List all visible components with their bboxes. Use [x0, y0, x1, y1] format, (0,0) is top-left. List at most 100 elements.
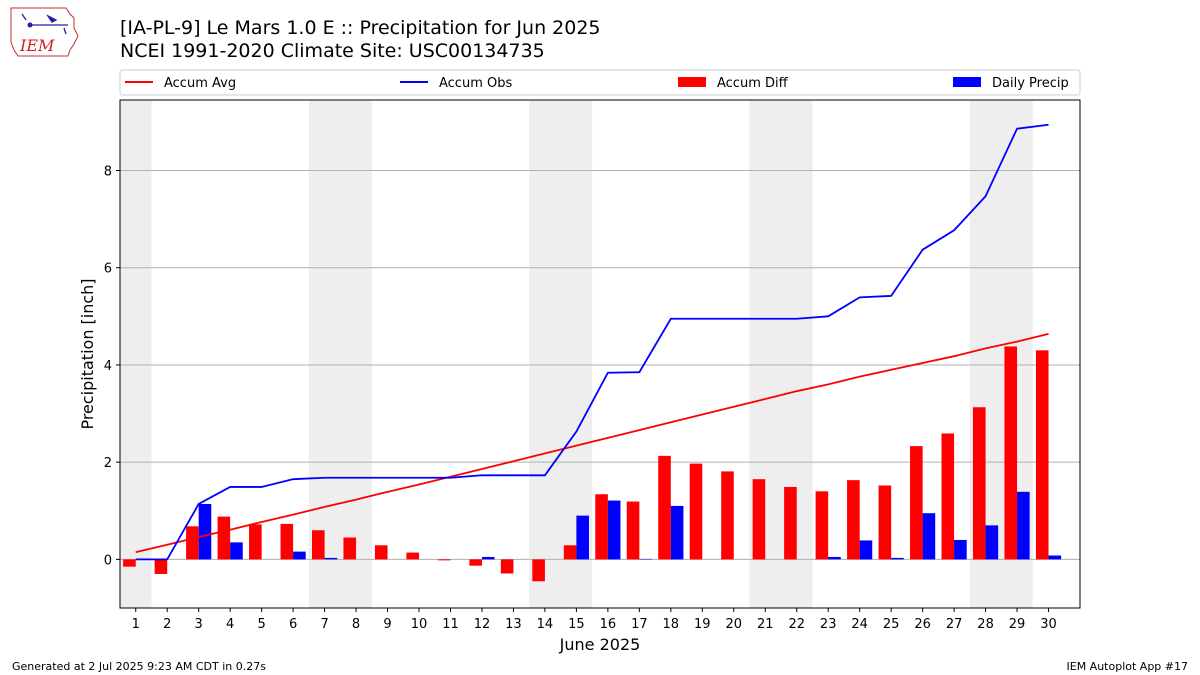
accum-diff-bar — [658, 455, 671, 560]
daily-precip-bar — [670, 505, 684, 560]
bar-series — [123, 346, 1062, 582]
daily-precip-bar — [607, 500, 621, 560]
y-tick-label: 2 — [104, 456, 112, 471]
generated-timestamp: Generated at 2 Jul 2025 9:23 AM CDT in 0… — [12, 660, 266, 673]
accum-avg-line — [135, 332, 1049, 553]
daily-precip-bar — [891, 557, 904, 560]
y-tick-label: 6 — [104, 262, 112, 277]
accum-diff-bar — [910, 446, 923, 560]
y-axis-label: Precipitation [inch] — [78, 278, 97, 429]
x-tick-label: 29 — [1009, 617, 1026, 632]
y-axis-ticks: 0 2 4 6 8 — [104, 164, 120, 568]
station-dot-icon — [27, 22, 33, 28]
accum-diff-bar — [154, 559, 168, 574]
x-tick-label: 27 — [946, 617, 963, 632]
chart-title-line-2: NCEI 1991-2020 Climate Site: USC00134735 — [120, 40, 545, 62]
app-credit: IEM Autoplot App #17 — [1066, 660, 1189, 673]
accum-obs-line — [135, 123, 1049, 561]
x-tick-label: 8 — [352, 617, 360, 632]
x-tick-label: 7 — [320, 617, 328, 632]
accum-diff-bar — [1035, 350, 1049, 560]
weekend-span — [120, 100, 152, 608]
accum-diff-bar — [752, 479, 766, 560]
x-tick-label: 25 — [883, 617, 900, 632]
x-tick-label: 6 — [289, 617, 297, 632]
daily-precip-bar — [859, 540, 873, 560]
daily-precip-bar — [230, 542, 243, 560]
x-tick-label: 26 — [914, 617, 931, 632]
x-tick-label: 30 — [1040, 617, 1057, 632]
accum-diff-bar — [123, 559, 136, 567]
accum-diff-bar — [595, 494, 608, 560]
x-tick-label: 13 — [505, 617, 522, 632]
accum-diff-bar — [878, 485, 892, 560]
x-tick-label: 16 — [600, 617, 617, 632]
accum-diff-bar — [217, 516, 231, 560]
x-tick-label: 3 — [195, 617, 203, 632]
x-tick-label: 17 — [631, 617, 648, 632]
x-tick-label: 24 — [851, 617, 868, 632]
logo-text: IEM — [19, 36, 55, 55]
x-tick-label: 21 — [757, 617, 774, 632]
x-axis-ticks: 1 2 3 4 5 6 7 8 9 10 11 12 13 14 15 16 17 18 19 20 21 22 23 24 2… — [132, 608, 1057, 632]
accum-diff-bar — [721, 471, 734, 560]
accum-diff-bar — [437, 559, 451, 561]
accum-diff-bar — [1004, 346, 1018, 560]
daily-precip-bar — [324, 557, 338, 560]
chart-title-line-1: [IA-PL-9] Le Mars 1.0 E :: Precipitation… — [120, 17, 601, 39]
daily-precip-bar — [1017, 491, 1030, 560]
line-series — [135, 123, 1049, 561]
daily-precip-bar — [922, 513, 936, 560]
daily-precip-bar — [954, 539, 967, 560]
y-tick-label: 8 — [104, 164, 112, 179]
x-tick-label: 1 — [132, 617, 140, 632]
daily-precip-bar — [481, 556, 495, 560]
weekend-span — [308, 100, 372, 608]
accum-diff-bar — [815, 491, 829, 560]
accum-diff-bar — [941, 433, 955, 560]
legend: Accum Avg Accum Obs Accum Diff Daily Precip — [119, 69, 1081, 96]
plot-frame — [119, 99, 1081, 609]
x-tick-label: 28 — [977, 617, 994, 632]
accum-diff-bar — [532, 559, 545, 582]
accum-diff-bar — [500, 559, 514, 574]
x-tick-label: 2 — [163, 617, 171, 632]
daily-precip-bar — [198, 503, 212, 560]
legend-label-accum-avg: Accum Avg — [164, 76, 236, 91]
x-tick-label: 5 — [257, 617, 265, 632]
x-tick-label: 12 — [474, 617, 491, 632]
accum-diff-bar — [689, 463, 703, 560]
accum-diff-bar — [972, 407, 986, 560]
x-tick-label: 10 — [411, 617, 428, 632]
daily-precip-bar — [293, 551, 306, 560]
y-tick-label: 0 — [104, 553, 112, 568]
legend-swatch-daily-precip — [953, 77, 981, 87]
legend-frame — [119, 69, 1081, 96]
x-tick-label: 4 — [226, 617, 234, 632]
x-tick-label: 23 — [820, 617, 837, 632]
legend-label-daily-precip: Daily Precip — [992, 76, 1069, 91]
accum-diff-bar — [784, 486, 797, 560]
daily-precip-bar — [576, 515, 589, 560]
x-tick-label: 18 — [663, 617, 680, 632]
x-tick-label: 14 — [537, 617, 554, 632]
accum-diff-bar — [847, 480, 860, 560]
accum-diff-bar — [563, 545, 577, 560]
accum-diff-bar — [626, 501, 640, 560]
legend-swatch-accum-diff — [678, 77, 706, 87]
accum-diff-bar — [343, 537, 357, 560]
accum-diff-bar — [249, 524, 262, 560]
daily-precip-bar — [828, 556, 841, 560]
x-tick-label: 19 — [694, 617, 711, 632]
x-axis-label: June 2025 — [559, 635, 641, 654]
accum-diff-bar — [406, 552, 420, 560]
legend-label-accum-obs: Accum Obs — [439, 76, 512, 91]
accum-diff-bar — [186, 526, 199, 560]
accum-diff-bar — [374, 545, 388, 560]
x-tick-label: 9 — [383, 617, 391, 632]
iem-logo: IEM — [10, 7, 79, 57]
legend-label-accum-diff: Accum Diff — [717, 76, 789, 91]
x-tick-label: 22 — [788, 617, 805, 632]
accum-diff-bar — [312, 530, 325, 560]
